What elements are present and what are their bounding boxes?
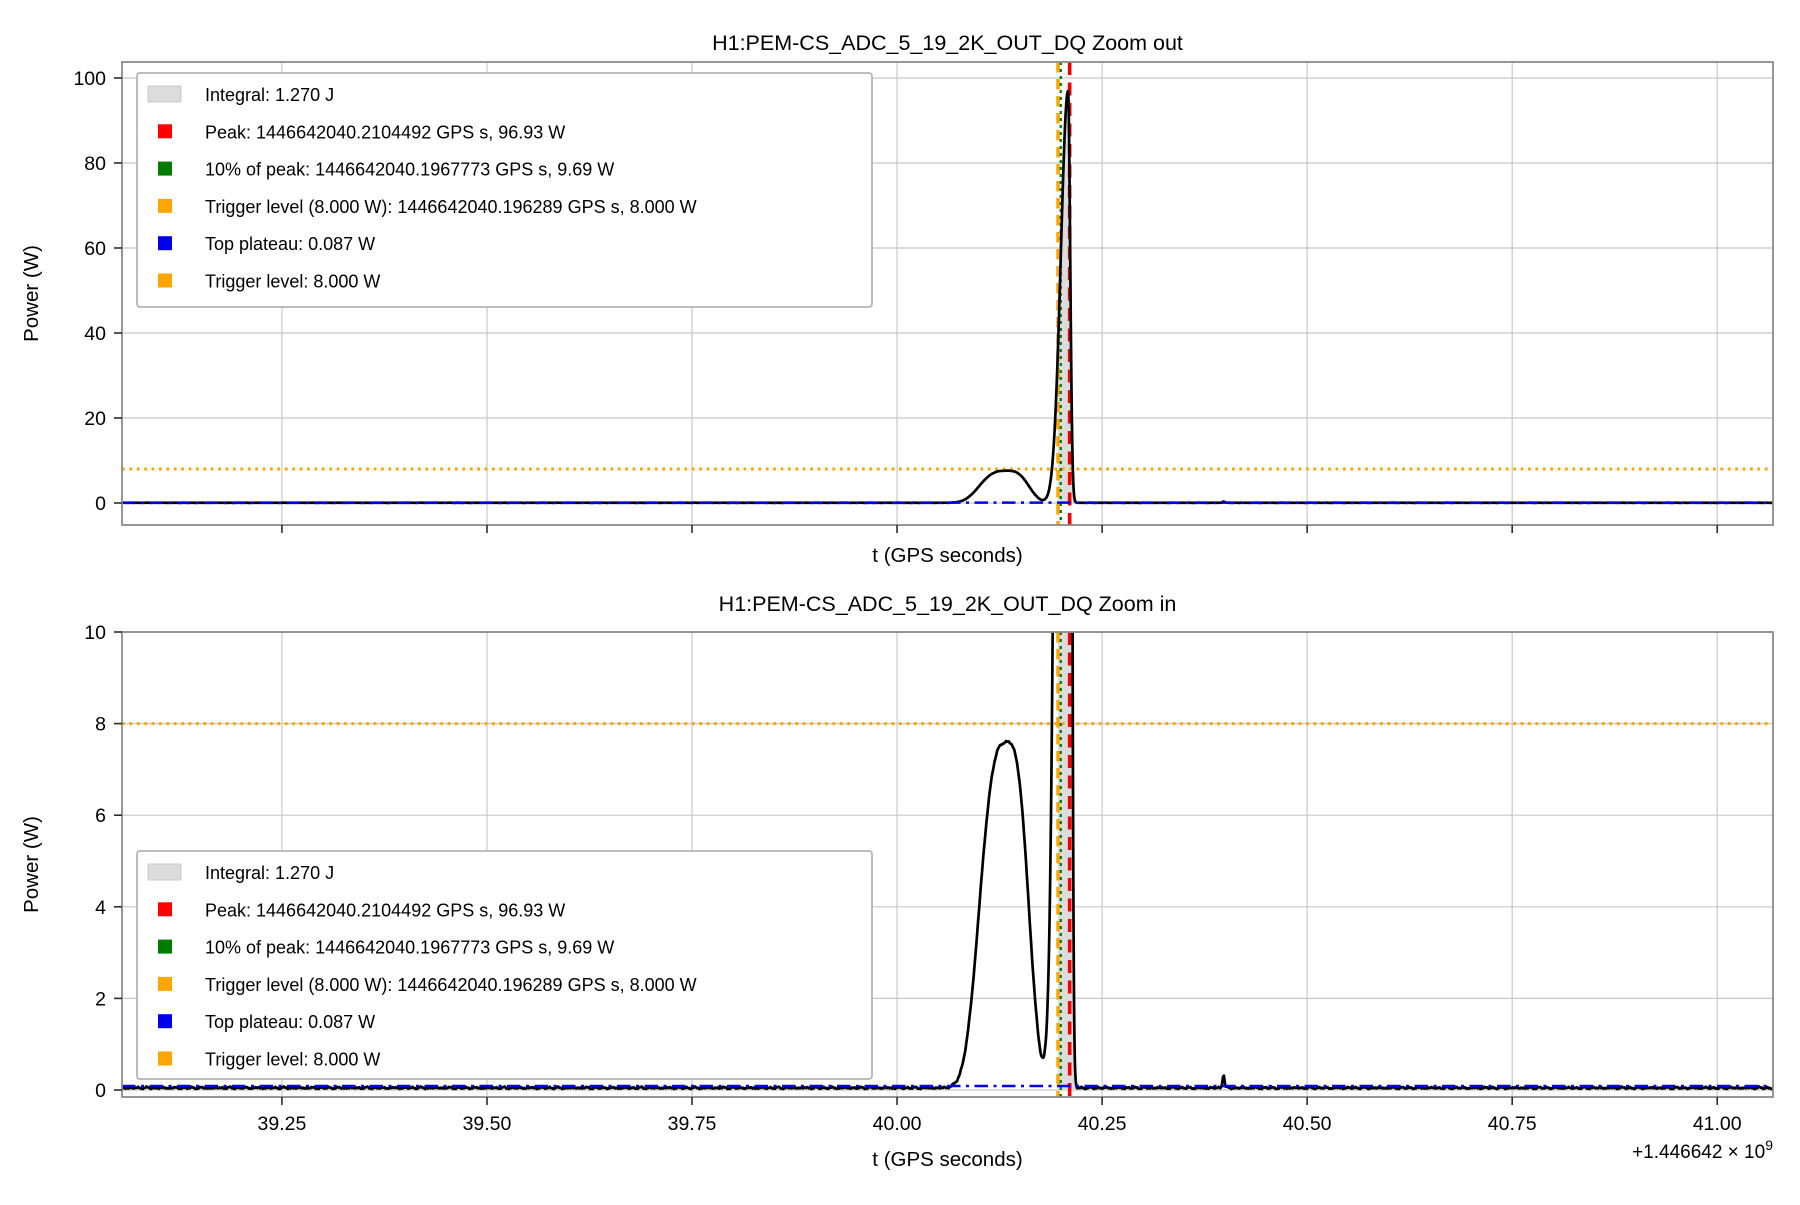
panel-content-zoom-in: [122, 632, 1773, 1097]
x-tick-label: 39.25: [258, 1113, 307, 1135]
legend-square-marker: [158, 236, 172, 251]
legend-entry: Top plateau: 0.087 W: [158, 234, 375, 254]
x-tick-label: 40.75: [1488, 1113, 1537, 1135]
y-tick-label: 10: [84, 622, 106, 644]
x-tick-label: 41.00: [1693, 1113, 1742, 1135]
legend-entry: Trigger level: 8.000 W: [158, 1050, 380, 1070]
y-tick-label: 2: [95, 988, 106, 1010]
legend-label: 10% of peak: 1446642040.1967773 GPS s, 9…: [205, 160, 614, 180]
legend-entry: Trigger level (8.000 W): 1446642040.1962…: [158, 975, 697, 995]
x-tick-label: 40.00: [873, 1113, 922, 1135]
legend-square-marker: [158, 939, 172, 954]
y-tick-label: 60: [84, 238, 106, 260]
y-tick-label: 8: [95, 714, 106, 736]
y-axis-label: Power (W): [20, 245, 43, 342]
x-axis-offset-text: +1.446642 × 109: [1632, 1137, 1773, 1163]
legend-box: [136, 72, 873, 308]
panel-zoom-out: 0 20 40 60 80 100 H1:PEM-CS_ADC_5_19_2K_OUT_DQ…: [20, 31, 1774, 567]
legend-square-marker: [158, 1014, 172, 1029]
legend-box: [136, 850, 873, 1080]
y-tick-label: 40: [84, 323, 106, 345]
y-axis-label: Power (W): [20, 816, 43, 913]
legend-entry: Trigger level (8.000 W): 1446642040.1962…: [158, 197, 697, 217]
legend-label: Top plateau: 0.087 W: [205, 234, 375, 254]
legend-square-marker: [158, 1051, 172, 1066]
x-tick-label: 40.25: [1078, 1113, 1127, 1135]
legend-label: Integral: 1.270 J: [205, 85, 334, 105]
legend-label: Top plateau: 0.087 W: [205, 1012, 375, 1032]
y-tick-label: 0: [95, 493, 106, 515]
axes-spines: [121, 631, 1774, 1098]
panel-title-zoom-out: H1:PEM-CS_ADC_5_19_2K_OUT_DQ Zoom out: [712, 31, 1183, 55]
legend-entry: Peak: 1446642040.2104492 GPS s, 96.93 W: [158, 122, 565, 142]
legend-patch-swatch: [147, 863, 182, 881]
legend-entry: Peak: 1446642040.2104492 GPS s, 96.93 W: [158, 900, 565, 920]
legend-square-marker: [158, 124, 172, 139]
legend-entry: Trigger level: 8.000 W: [158, 272, 380, 292]
panel-title-zoom-in: H1:PEM-CS_ADC_5_19_2K_OUT_DQ Zoom in: [719, 592, 1177, 616]
legend-zoom-in: Integral: 1.270 J Peak: 1446642040.210449…: [136, 850, 873, 1080]
y-tick-label: 20: [84, 408, 106, 430]
legend-square-marker: [158, 976, 172, 991]
y-tick-label: 80: [84, 153, 106, 175]
legend-square-marker: [158, 161, 172, 176]
legend-square-marker: [158, 273, 172, 288]
y-tick-label: 6: [95, 805, 106, 827]
legend-zoom-out: Integral: 1.270 J Peak: 1446642040.210449…: [136, 72, 873, 308]
x-tick-label: 39.75: [668, 1113, 717, 1135]
y-tick-label: 100: [73, 68, 106, 90]
legend-entry: Integral: 1.270 J: [147, 85, 334, 105]
legend-label: Trigger level (8.000 W): 1446642040.1962…: [205, 197, 697, 217]
legend-label: Trigger level (8.000 W): 1446642040.1962…: [205, 975, 697, 995]
x-axis-label: t (GPS seconds): [872, 544, 1022, 567]
ticks-zoom-in: 39.25 39.50 39.75 40.00 40.25 40.50 40.75 41.00…: [84, 622, 1741, 1135]
y-tick-label: 0: [95, 1080, 106, 1102]
legend-label: 10% of peak: 1446642040.1967773 GPS s, 9…: [205, 938, 614, 958]
legend-label: Trigger level: 8.000 W: [205, 272, 380, 292]
legend-label: Trigger level: 8.000 W: [205, 1050, 380, 1070]
x-tick-label: 40.50: [1283, 1113, 1332, 1135]
x-axis-label: t (GPS seconds): [872, 1148, 1022, 1171]
legend-entry: Integral: 1.270 J: [147, 863, 334, 883]
x-tick-label: 39.50: [463, 1113, 512, 1135]
axes-spines: [121, 61, 1774, 526]
panel-zoom-in: 39.25 39.50 39.75 40.00 40.25 40.50 40.75 41.00…: [20, 592, 1774, 1171]
legend-patch-swatch: [147, 85, 182, 103]
legend-label: Peak: 1446642040.2104492 GPS s, 96.93 W: [205, 122, 565, 142]
legend-square-marker: [158, 902, 172, 917]
legend-entry: 10% of peak: 1446642040.1967773 GPS s, 9…: [158, 160, 614, 180]
legend-entry: Top plateau: 0.087 W: [158, 1012, 375, 1032]
ticks-zoom-out: 0 20 40 60 80 100: [73, 68, 1719, 533]
panel-content-zoom-out: [122, 62, 1773, 525]
y-tick-label: 4: [95, 897, 106, 919]
legend-entry: 10% of peak: 1446642040.1967773 GPS s, 9…: [158, 938, 614, 958]
legend-label: Integral: 1.270 J: [205, 863, 334, 883]
legend-label: Peak: 1446642040.2104492 GPS s, 96.93 W: [205, 900, 565, 920]
legend-square-marker: [158, 198, 172, 213]
